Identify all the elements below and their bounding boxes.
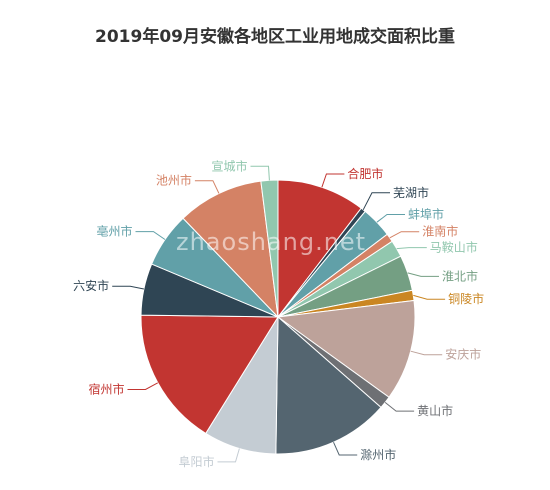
leader-line [413,294,446,300]
slice-label: 淮北市 [442,268,478,283]
pie-slice[interactable] [276,299,416,398]
slice-label: 宣城市 [211,158,247,173]
slice-label: 阜阳市 [178,454,214,469]
slice-label: 池州市 [156,173,192,188]
leader-line [396,247,427,250]
leader-line [333,441,358,456]
leader-line [217,448,240,463]
slice-label: 芜湖市 [393,185,429,200]
slice-label: 亳州市 [96,224,132,239]
leader-line [384,402,415,412]
leader-line [389,231,420,239]
slice-label: 宿州市 [88,382,124,397]
leader-line [362,192,390,211]
slice-label: 黄山市 [417,403,453,418]
leader-line [250,165,270,181]
leader-line [127,382,159,390]
slice-label: 蚌埠市 [408,207,444,222]
leader-line [135,231,166,240]
pie-slice[interactable] [277,179,362,319]
pie-slice[interactable] [140,314,279,435]
leader-line [376,214,405,223]
slice-label: 滁州市 [360,447,396,462]
slice-label: 安庆市 [445,347,481,362]
slice-label: 铜陵市 [448,291,484,306]
chart-title: 2019年09月安徽各地区工业用地成交面积比重 [95,27,455,47]
leader-line [112,285,145,290]
slice-label: 马鞍山市 [430,240,478,255]
pie-slice[interactable] [182,180,279,319]
leader-line [321,173,345,188]
leader-line [194,180,220,194]
leader-line [410,350,443,356]
leader-line [407,272,439,277]
slice-label: 合肥市 [347,166,383,181]
pie-slice[interactable] [275,315,382,455]
watermark: zhaoshang.net [176,228,367,256]
slice-label: 淮南市 [422,224,458,239]
slice-label: 六安市 [73,278,109,293]
